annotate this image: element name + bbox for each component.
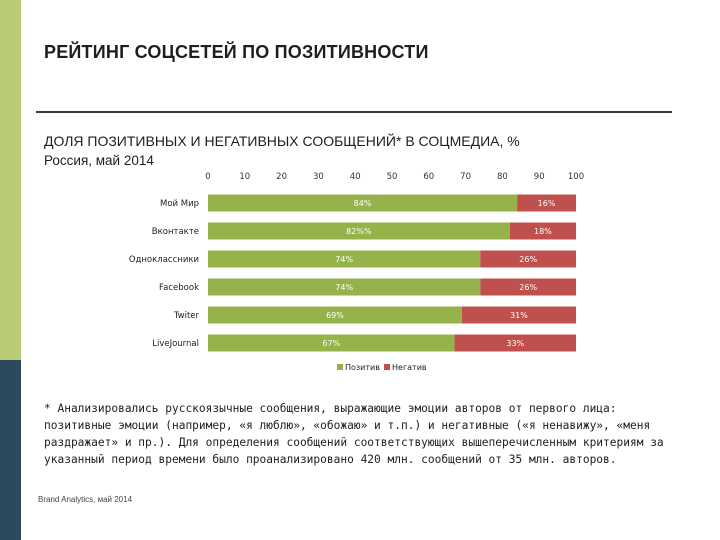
x-tick-label: 30 xyxy=(313,172,324,182)
data-label-positive: 74% xyxy=(335,283,353,292)
data-label-negative: 16% xyxy=(538,199,556,208)
sidebar-accent-top xyxy=(0,0,21,360)
x-tick-label: 0 xyxy=(205,172,210,182)
x-tick-label: 80 xyxy=(497,172,508,182)
legend-swatch-positive xyxy=(337,364,343,370)
data-label-positive: 69% xyxy=(326,311,344,320)
legend-label-positive: Позитив xyxy=(345,363,380,372)
x-tick-label: 90 xyxy=(534,172,545,182)
data-label-negative: 18% xyxy=(534,227,552,236)
data-label-negative: 26% xyxy=(519,283,537,292)
category-label: Вконтакте xyxy=(152,227,199,237)
chart-title: ДОЛЯ ПОЗИТИВНЫХ И НЕГАТИВНЫХ СООБЩЕНИЙ* … xyxy=(44,133,520,149)
category-label: Мой Мир xyxy=(160,199,199,209)
bar-negative xyxy=(480,250,576,268)
data-label-positive: 67% xyxy=(322,339,340,348)
x-tick-label: 50 xyxy=(387,172,398,182)
data-label-positive: 74% xyxy=(335,255,353,264)
x-axis-ticks: 0 10 20 30 40 50 60 70 80 90 100 xyxy=(205,172,584,182)
category-label: Одноклассники xyxy=(129,255,199,265)
data-label-negative: 26% xyxy=(519,255,537,264)
bars: 84% 16% 82%% 18% 74% 26% 74% 26% 69% 31% 67% 33% xyxy=(208,194,576,352)
data-label-positive: 82%% xyxy=(346,227,372,236)
stacked-bar-chart: 0 10 20 30 40 50 60 70 80 90 100 Мой Мир Вконтакте О… xyxy=(129,172,584,372)
data-label-positive: 84% xyxy=(354,199,372,208)
category-labels: Мой Мир Вконтакте Одноклассники Facebook Twi… xyxy=(129,199,200,349)
legend-label-negative: Негатив xyxy=(392,363,427,372)
x-tick-label: 40 xyxy=(350,172,361,182)
category-label: Twiter xyxy=(173,311,200,321)
legend: Позитив Негатив xyxy=(337,363,427,372)
x-tick-label: 20 xyxy=(276,172,287,182)
x-tick-label: 60 xyxy=(423,172,434,182)
sidebar-accent-bottom xyxy=(0,360,21,540)
bar-positive xyxy=(208,194,518,212)
x-tick-label: 100 xyxy=(568,172,584,182)
bar-negative xyxy=(509,222,576,240)
bar-positive xyxy=(208,222,510,240)
bar-positive xyxy=(208,250,481,268)
legend-swatch-negative xyxy=(384,364,390,370)
bar-negative xyxy=(454,334,576,352)
category-label: LiveJournal xyxy=(152,339,199,349)
x-tick-label: 10 xyxy=(239,172,250,182)
source-note: Brand Analytics, май 2014 xyxy=(38,495,133,504)
footnote: * Анализировались русскоязычные сообщени… xyxy=(44,402,664,466)
data-label-negative: 33% xyxy=(506,339,524,348)
data-label-negative: 31% xyxy=(510,311,528,320)
bar-negative xyxy=(480,278,576,296)
chart-subtitle: Россия, май 2014 xyxy=(44,153,154,168)
x-tick-label: 70 xyxy=(460,172,471,182)
bar-negative xyxy=(517,194,576,212)
page-title: РЕЙТИНГ СОЦСЕТЕЙ ПО ПОЗИТИВНОСТИ xyxy=(44,42,429,62)
bar-positive xyxy=(208,306,462,324)
bar-negative xyxy=(461,306,576,324)
title-divider xyxy=(36,111,672,113)
bar-positive xyxy=(208,334,455,352)
bar-positive xyxy=(208,278,481,296)
category-label: Facebook xyxy=(159,283,199,293)
